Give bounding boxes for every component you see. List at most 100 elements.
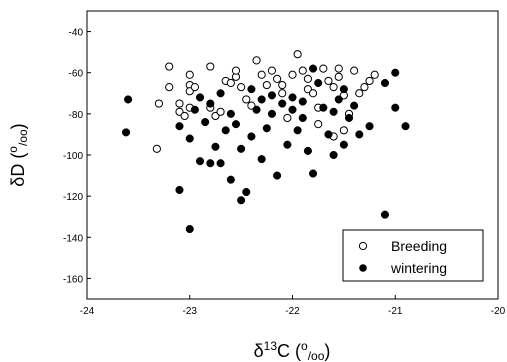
x-axis-title-mid: C ( bbox=[277, 341, 301, 361]
legend-box bbox=[342, 229, 484, 282]
wintering-point bbox=[262, 124, 271, 133]
breeding-point bbox=[152, 144, 161, 153]
breeding-point bbox=[185, 70, 194, 79]
breeding-point bbox=[319, 64, 328, 73]
breeding-point bbox=[190, 83, 199, 92]
y-axis-title-prefix: δD ( bbox=[8, 153, 28, 187]
breeding-point bbox=[329, 83, 338, 92]
wintering-point bbox=[195, 93, 205, 102]
wintering-point bbox=[334, 95, 343, 104]
wintering-point bbox=[329, 107, 338, 116]
wintering-point bbox=[216, 159, 225, 168]
y-tick-label: -140 bbox=[63, 233, 83, 244]
breeding-point bbox=[262, 80, 271, 90]
breeding-point bbox=[165, 62, 174, 71]
breeding-point bbox=[237, 83, 246, 92]
y-tick-label: -100 bbox=[63, 151, 83, 162]
breeding-point bbox=[293, 50, 302, 59]
wintering-point bbox=[206, 159, 215, 168]
wintering-point bbox=[247, 132, 256, 141]
wintering-point bbox=[216, 89, 225, 98]
wintering-point bbox=[257, 95, 266, 104]
breeding-point bbox=[175, 99, 184, 108]
breeding-point bbox=[226, 78, 235, 88]
breeding-point bbox=[165, 83, 174, 92]
wintering-point bbox=[237, 196, 246, 205]
wintering-point bbox=[257, 155, 266, 164]
breeding-point bbox=[365, 76, 374, 86]
wintering-point bbox=[175, 185, 184, 195]
wintering-point bbox=[206, 99, 215, 108]
data-points bbox=[121, 50, 410, 234]
x-axis-ticks: -24 -23 -22 -21 -20 bbox=[80, 295, 506, 317]
y-tick-label: -60 bbox=[69, 69, 84, 80]
wintering-point bbox=[221, 126, 230, 135]
legend-marker-breeding bbox=[358, 241, 368, 251]
x-axis-title-sup2: o bbox=[301, 339, 308, 353]
breeding-point bbox=[350, 66, 359, 75]
legend-marker-wintering bbox=[359, 264, 367, 272]
wintering-point bbox=[185, 134, 194, 143]
wintering-point bbox=[391, 103, 400, 112]
breeding-point bbox=[303, 74, 313, 83]
y-axis-title: δD (o/oo) bbox=[6, 123, 30, 186]
y-tick-label: -160 bbox=[63, 274, 83, 285]
wintering-point bbox=[365, 122, 374, 131]
breeding-point bbox=[360, 83, 369, 92]
wintering-point bbox=[175, 122, 184, 131]
x-axis-title-sup: 13 bbox=[264, 339, 278, 353]
wintering-point bbox=[309, 169, 318, 178]
y-axis-title-sub: /oo bbox=[16, 129, 30, 146]
breeding-point bbox=[283, 113, 292, 123]
breeding-point bbox=[180, 111, 189, 121]
breeding-point bbox=[278, 80, 287, 90]
wintering-point bbox=[298, 97, 307, 106]
breeding-point bbox=[247, 101, 256, 110]
breeding-point bbox=[288, 70, 297, 79]
wintering-point bbox=[242, 187, 251, 197]
wintering-point bbox=[350, 101, 359, 110]
wintering-point bbox=[195, 157, 205, 166]
wintering-point bbox=[185, 225, 194, 234]
legend-label-wintering: wintering bbox=[390, 260, 447, 276]
breeding-point bbox=[242, 95, 251, 104]
y-axis-ticks: -40 -60 -80 -100 -120 -140 -160 bbox=[63, 28, 91, 285]
wintering-point bbox=[293, 126, 302, 135]
x-tick-label: -23 bbox=[183, 306, 198, 317]
wintering-point bbox=[355, 130, 364, 139]
wintering-point bbox=[309, 64, 318, 73]
x-axis-title-sub: /oo bbox=[308, 349, 325, 362]
wintering-point bbox=[211, 142, 220, 151]
breeding-point bbox=[272, 74, 282, 83]
breeding-point bbox=[324, 76, 333, 86]
breeding-point bbox=[334, 64, 343, 73]
wintering-point bbox=[226, 109, 235, 118]
x-axis-title: δ13C (o/oo) bbox=[254, 339, 331, 362]
breeding-point bbox=[314, 120, 323, 129]
wintering-point bbox=[267, 109, 277, 118]
x-axis-title-prefix: δ bbox=[254, 341, 264, 361]
breeding-point bbox=[339, 126, 348, 135]
wintering-point bbox=[319, 103, 328, 112]
wintering-point bbox=[278, 99, 287, 108]
wintering-point bbox=[237, 144, 246, 153]
wintering-point bbox=[201, 118, 210, 127]
x-axis-title-suffix: ) bbox=[324, 341, 330, 361]
y-tick-label: -120 bbox=[63, 192, 83, 203]
legend-label-breeding: Breeding bbox=[391, 238, 447, 254]
breeding-point bbox=[334, 72, 343, 81]
x-tick-label: -20 bbox=[491, 306, 506, 317]
breeding-point bbox=[231, 66, 241, 75]
wintering-point bbox=[401, 122, 410, 131]
y-tick-label: -40 bbox=[69, 28, 84, 39]
wintering-point bbox=[324, 130, 333, 139]
breeding-point bbox=[206, 62, 215, 71]
breeding-point bbox=[257, 70, 266, 79]
wintering-point bbox=[121, 128, 131, 137]
breeding-point bbox=[355, 89, 364, 98]
breeding-point bbox=[278, 89, 287, 98]
breeding-point bbox=[252, 56, 261, 65]
legend: Breeding wintering bbox=[342, 229, 484, 282]
wintering-point bbox=[124, 95, 133, 104]
